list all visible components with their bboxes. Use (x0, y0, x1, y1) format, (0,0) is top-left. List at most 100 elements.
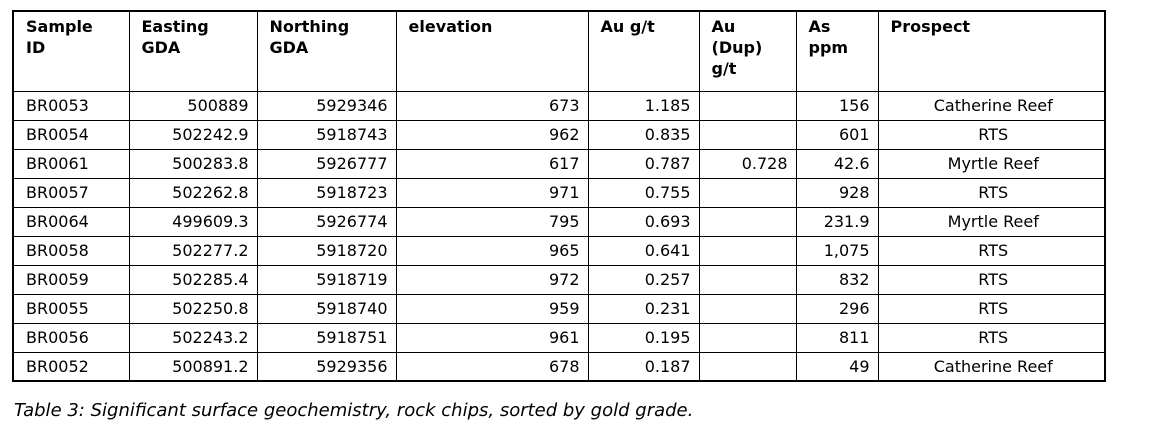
table-row: BR0056 502243.2 5918751 961 0.195 811 RTS (12, 322, 1106, 353)
cell-au-dup-gpt (698, 293, 797, 324)
cell-prospect: Catherine Reef (877, 351, 1106, 382)
cell-elevation: 617 (395, 148, 589, 179)
cell-sample-id: BR0053 (12, 90, 130, 121)
table-row: BR0058 502277.2 5918720 965 0.641 1,075 RTS (12, 235, 1106, 266)
table-row: BR0057 502262.8 5918723 971 0.755 928 RTS (12, 177, 1106, 208)
table-row: BR0059 502285.4 5918719 972 0.257 832 RTS (12, 264, 1106, 295)
cell-prospect: Myrtle Reef (877, 206, 1106, 237)
cell-au-gpt: 0.257 (587, 264, 700, 295)
cell-easting-gda: 499609.3 (128, 206, 258, 237)
cell-easting-gda: 502243.2 (128, 322, 258, 353)
cell-prospect: RTS (877, 119, 1106, 150)
cell-au-gpt: 0.187 (587, 351, 700, 382)
cell-sample-id: BR0052 (12, 351, 130, 382)
cell-as-ppm: 42.6 (795, 148, 879, 179)
cell-prospect: Myrtle Reef (877, 148, 1106, 179)
table-row: BR0064 499609.3 5926774 795 0.693 231.9 Myrtle… (12, 206, 1106, 237)
table-caption: Table 3: Significant surface geochemistr… (14, 400, 694, 421)
cell-northing-gda: 5926777 (256, 148, 397, 179)
cell-as-ppm: 1,075 (795, 235, 879, 266)
cell-northing-gda: 5918720 (256, 235, 397, 266)
cell-prospect: Catherine Reef (877, 90, 1106, 121)
cell-northing-gda: 5918723 (256, 177, 397, 208)
cell-au-dup-gpt (698, 206, 797, 237)
cell-elevation: 972 (395, 264, 589, 295)
cell-au-gpt: 0.231 (587, 293, 700, 324)
cell-sample-id: BR0058 (12, 235, 130, 266)
cell-au-dup-gpt (698, 351, 797, 382)
cell-as-ppm: 296 (795, 293, 879, 324)
column-header-au-dup-gpt: Au (Dup) g/t (698, 10, 797, 92)
cell-elevation: 959 (395, 293, 589, 324)
cell-elevation: 795 (395, 206, 589, 237)
cell-easting-gda: 502285.4 (128, 264, 258, 295)
cell-northing-gda: 5918743 (256, 119, 397, 150)
cell-prospect: RTS (877, 264, 1106, 295)
cell-elevation: 678 (395, 351, 589, 382)
cell-as-ppm: 811 (795, 322, 879, 353)
cell-as-ppm: 49 (795, 351, 879, 382)
cell-au-dup-gpt: 0.728 (698, 148, 797, 179)
cell-sample-id: BR0054 (12, 119, 130, 150)
table-header: Sample ID Easting GDA Northing GDA elevatio… (12, 10, 1106, 92)
cell-au-gpt: 0.641 (587, 235, 700, 266)
cell-au-gpt: 0.835 (587, 119, 700, 150)
cell-elevation: 962 (395, 119, 589, 150)
header-row: Sample ID Easting GDA Northing GDA elevatio… (12, 10, 1106, 92)
cell-au-dup-gpt (698, 90, 797, 121)
cell-as-ppm: 832 (795, 264, 879, 295)
column-header-as-ppm: As ppm (795, 10, 879, 92)
column-header-easting-gda: Easting GDA (128, 10, 258, 92)
cell-au-dup-gpt (698, 322, 797, 353)
cell-northing-gda: 5918719 (256, 264, 397, 295)
table-row: BR0053 500889 5929346 673 1.185 156 Catherine … (12, 90, 1106, 121)
cell-easting-gda: 500891.2 (128, 351, 258, 382)
cell-easting-gda: 500283.8 (128, 148, 258, 179)
cell-northing-gda: 5926774 (256, 206, 397, 237)
geochem-table: Sample ID Easting GDA Northing GDA elevatio… (12, 10, 1106, 382)
cell-au-gpt: 0.693 (587, 206, 700, 237)
cell-sample-id: BR0064 (12, 206, 130, 237)
cell-au-gpt: 0.195 (587, 322, 700, 353)
cell-as-ppm: 928 (795, 177, 879, 208)
cell-au-dup-gpt (698, 177, 797, 208)
table-row: BR0054 502242.9 5918743 962 0.835 601 RTS (12, 119, 1106, 150)
column-header-northing-gda: Northing GDA (256, 10, 397, 92)
cell-sample-id: BR0055 (12, 293, 130, 324)
cell-sample-id: BR0057 (12, 177, 130, 208)
column-header-elevation: elevation (395, 10, 589, 92)
cell-au-dup-gpt (698, 119, 797, 150)
cell-au-gpt: 0.755 (587, 177, 700, 208)
cell-elevation: 961 (395, 322, 589, 353)
cell-sample-id: BR0061 (12, 148, 130, 179)
cell-as-ppm: 231.9 (795, 206, 879, 237)
column-header-prospect: Prospect (877, 10, 1106, 92)
cell-northing-gda: 5929346 (256, 90, 397, 121)
cell-northing-gda: 5929356 (256, 351, 397, 382)
cell-elevation: 965 (395, 235, 589, 266)
cell-prospect: RTS (877, 235, 1106, 266)
cell-prospect: RTS (877, 177, 1106, 208)
column-header-sample-id: Sample ID (12, 10, 130, 92)
cell-northing-gda: 5918740 (256, 293, 397, 324)
cell-elevation: 673 (395, 90, 589, 121)
table-body: BR0053 500889 5929346 673 1.185 156 Catherine … (12, 90, 1106, 382)
column-header-au-gpt: Au g/t (587, 10, 700, 92)
cell-elevation: 971 (395, 177, 589, 208)
cell-sample-id: BR0056 (12, 322, 130, 353)
table-row: BR0052 500891.2 5929356 678 0.187 49 Catherine… (12, 351, 1106, 382)
cell-au-gpt: 0.787 (587, 148, 700, 179)
table-row: BR0061 500283.8 5926777 617 0.787 0.728 42.6 My… (12, 148, 1106, 179)
cell-easting-gda: 502277.2 (128, 235, 258, 266)
cell-au-dup-gpt (698, 235, 797, 266)
cell-northing-gda: 5918751 (256, 322, 397, 353)
cell-easting-gda: 500889 (128, 90, 258, 121)
cell-au-gpt: 1.185 (587, 90, 700, 121)
cell-easting-gda: 502262.8 (128, 177, 258, 208)
cell-as-ppm: 601 (795, 119, 879, 150)
cell-as-ppm: 156 (795, 90, 879, 121)
cell-easting-gda: 502242.9 (128, 119, 258, 150)
cell-au-dup-gpt (698, 264, 797, 295)
cell-prospect: RTS (877, 293, 1106, 324)
